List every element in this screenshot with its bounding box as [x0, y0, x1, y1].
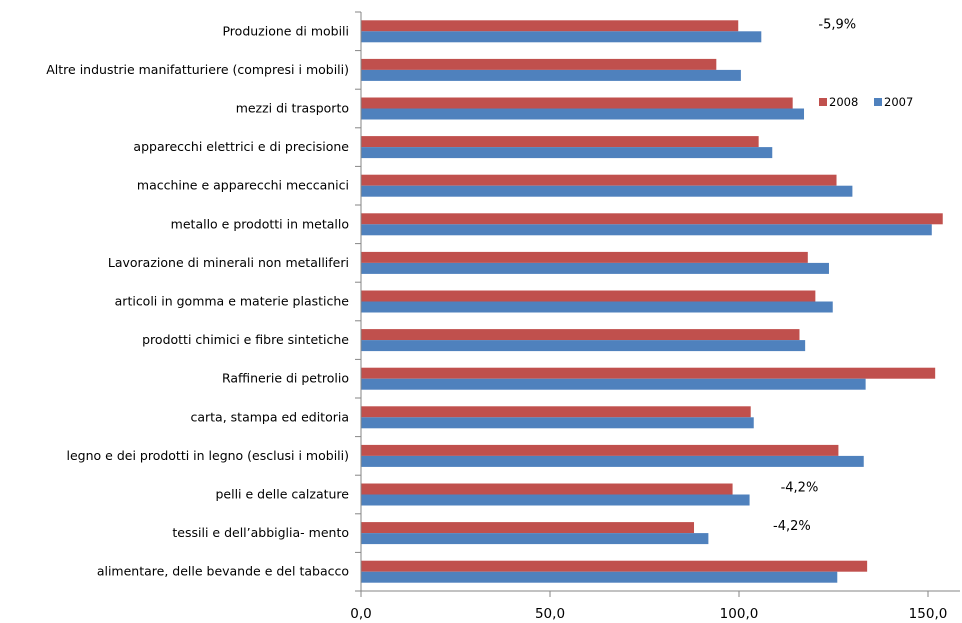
category-label-14: alimentare, delle bevande e del tabacco — [97, 564, 349, 579]
bar-2008-2 — [361, 97, 793, 109]
x-tick-label-1: 50,0 — [535, 606, 565, 622]
annotation-1: -4,2% — [781, 481, 819, 496]
bar-2008-1 — [361, 58, 717, 70]
bar-2007-2 — [361, 108, 805, 120]
bar-2008-7 — [361, 290, 816, 302]
x-tick-label-3: 150,0 — [909, 606, 948, 622]
annotation-0: -5,9% — [818, 17, 856, 32]
bar-2008-4 — [361, 174, 837, 186]
bar-2007-3 — [361, 147, 773, 159]
bar-2008-3 — [361, 136, 759, 148]
bar-2007-7 — [361, 301, 833, 313]
category-label-13: tessili e dell’abbiglia- mento — [172, 525, 349, 540]
bars-layer — [361, 20, 943, 583]
category-label-3: apparecchi elettrici e di precisione — [133, 139, 349, 154]
bar-2007-11 — [361, 455, 864, 467]
legend-swatch-2007 — [874, 98, 882, 106]
category-label-6: Lavorazione di minerali non metalliferi — [108, 255, 349, 270]
bar-2008-11 — [361, 444, 839, 456]
category-label-2: mezzi di trasporto — [236, 101, 349, 116]
legend-swatch-2008 — [819, 98, 827, 106]
bar-2007-12 — [361, 494, 750, 506]
category-label-10: carta, stampa ed editoria — [190, 409, 349, 424]
bar-2007-6 — [361, 262, 829, 274]
bar-2008-10 — [361, 406, 751, 418]
bar-2007-0 — [361, 31, 762, 43]
category-label-12: pelli e delle calzature — [215, 487, 349, 502]
bar-2008-8 — [361, 329, 800, 341]
axes-layer — [355, 11, 960, 597]
legend-label-2007: 2007 — [884, 95, 913, 109]
legend: 2008 2007 — [819, 95, 913, 109]
x-tick-label-2: 100,0 — [720, 606, 759, 622]
legend-label-2008: 2008 — [829, 95, 858, 109]
bar-2007-13 — [361, 533, 709, 545]
category-label-8: prodotti chimici e fibre sintetiche — [142, 332, 349, 347]
bar-2007-10 — [361, 417, 754, 429]
category-label-5: metallo e prodotti in metallo — [171, 216, 349, 231]
bar-2007-1 — [361, 69, 741, 81]
bar-2007-4 — [361, 185, 853, 197]
bar-2007-5 — [361, 224, 932, 236]
bar-2008-12 — [361, 483, 733, 495]
category-label-4: macchine e apparecchi meccanici — [137, 178, 349, 193]
annotations: -5,9% -4,2% -4,2% — [773, 17, 856, 534]
bar-2007-8 — [361, 340, 806, 352]
category-label-9: Raffinerie di petrolio — [222, 371, 349, 386]
bar-2008-9 — [361, 367, 936, 379]
bar-2008-0 — [361, 20, 739, 32]
annotation-2: -4,2% — [773, 519, 811, 534]
category-labels: Produzione di mobili Altre industrie mani… — [46, 23, 349, 578]
category-label-0: Produzione di mobili — [222, 23, 349, 38]
bar-2008-13 — [361, 522, 695, 534]
bar-2008-5 — [361, 213, 943, 225]
category-label-7: articoli in gomma e materie plastiche — [115, 294, 350, 309]
bar-2008-14 — [361, 560, 868, 572]
category-label-1: Altre industrie manifatturiere (compresi… — [46, 62, 349, 77]
bar-2007-14 — [361, 571, 838, 583]
category-label-11: legno e dei prodotti in legno (esclusi i… — [67, 448, 349, 463]
bar-2008-6 — [361, 251, 808, 263]
bar-2007-9 — [361, 378, 866, 390]
x-tick-labels: 0,0 50,0 100,0 150,0 — [350, 606, 947, 622]
x-tick-label-0: 0,0 — [350, 606, 371, 622]
